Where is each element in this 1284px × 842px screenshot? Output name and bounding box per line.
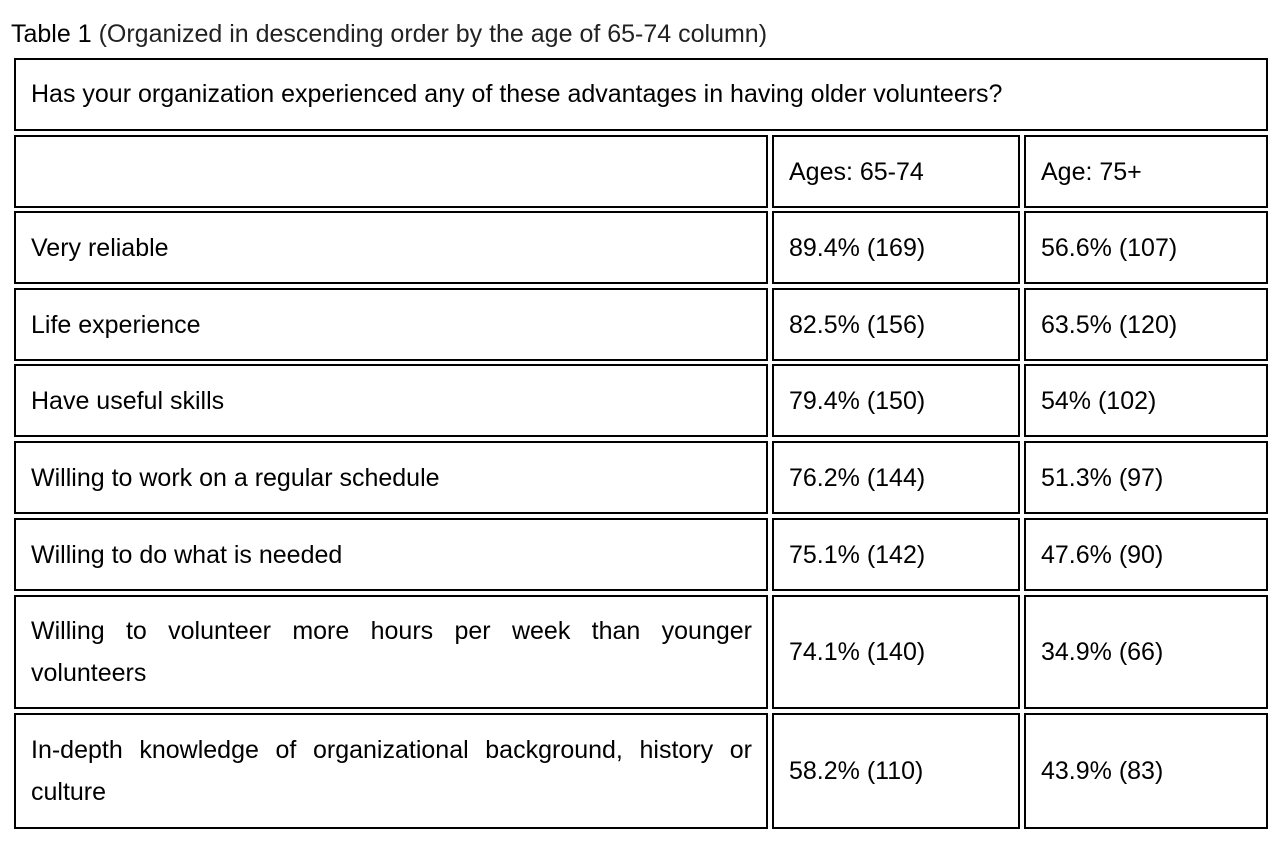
table-row-ages-65-74-value: 74.1% (140) <box>772 595 1020 709</box>
table-row-advantage: Very reliable <box>14 211 768 284</box>
advantage-label: Life experience <box>31 310 201 339</box>
table-row-ages-65-74-value: 89.4% (169) <box>772 211 1020 284</box>
table-row-age-75-plus-value: 63.5% (120) <box>1024 288 1268 361</box>
table-row-advantage: Willing to volunteer more hours per week… <box>14 595 768 709</box>
table-row-ages-65-74-value: 82.5% (156) <box>772 288 1020 361</box>
table-row-age-75-plus-value: 51.3% (97) <box>1024 441 1268 514</box>
table-row-advantage: Life experience <box>14 288 768 361</box>
column-header-age-75-plus: Age: 75+ <box>1024 135 1268 208</box>
table-row-advantage: Willing to do what is needed <box>14 518 768 591</box>
advantage-label: Have useful skills <box>31 386 225 415</box>
table-row-ages-65-74-value: 58.2% (110) <box>772 713 1020 829</box>
caption-note: (Organized in descending order by the ag… <box>98 20 768 48</box>
table-row-age-75-plus-value: 34.9% (66) <box>1024 595 1268 709</box>
advantage-label: Willing to volunteer more hours per week… <box>31 617 752 687</box>
advantage-label: In-depth knowledge of organizational bac… <box>31 736 752 806</box>
advantage-label: Willing to do what is needed <box>31 540 343 569</box>
table-row-ages-65-74-value: 76.2% (144) <box>772 441 1020 514</box>
table-row-age-75-plus-value: 56.6% (107) <box>1024 211 1268 284</box>
advantage-label: Willing to work on a regular schedule <box>31 463 440 492</box>
table-row-ages-65-74-value: 79.4% (150) <box>772 364 1020 437</box>
table-row-age-75-plus-value: 47.6% (90) <box>1024 518 1268 591</box>
column-header-advantage <box>14 135 768 208</box>
table-row-age-75-plus-value: 54% (102) <box>1024 364 1268 437</box>
table-row-age-75-plus-value: 43.9% (83) <box>1024 713 1268 829</box>
advantage-label: Very reliable <box>31 233 169 262</box>
column-header-ages-65-74: Ages: 65-74 <box>772 135 1020 208</box>
table-row-advantage: In-depth knowledge of organizational bac… <box>14 713 768 829</box>
table-question: Has your organization experienced any of… <box>14 58 1268 131</box>
table-caption: Table 1 (Organized in descending order b… <box>11 18 767 50</box>
table-row-advantage: Have useful skills <box>14 364 768 437</box>
caption-label: Table 1 <box>11 20 92 48</box>
table-row-advantage: Willing to work on a regular schedule <box>14 441 768 514</box>
table-row-ages-65-74-value: 75.1% (142) <box>772 518 1020 591</box>
